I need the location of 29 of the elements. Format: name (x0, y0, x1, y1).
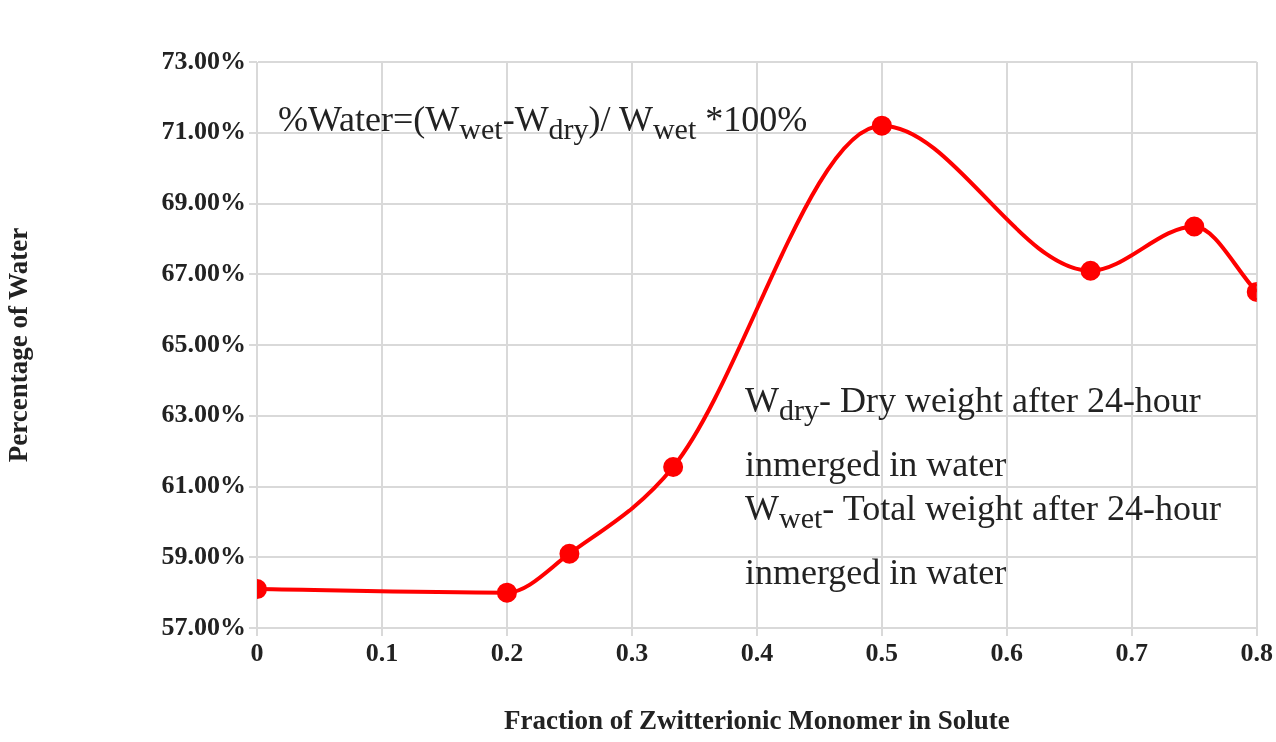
point (663, 457, 684, 478)
point (496, 582, 517, 603)
x-tick-label: 0.2 (490, 638, 524, 668)
y-tick-label: 67.00% (161, 257, 246, 287)
x-tick-label: 0.6 (990, 638, 1024, 668)
y-tick-label: 63.00% (161, 399, 246, 429)
x-axis-title: Fraction of Zwitterionic Monomer in Solute (504, 704, 1010, 735)
y-axis-title: Percentage of Water (3, 227, 34, 463)
point (871, 115, 892, 136)
y-tick-label: 59.00% (161, 540, 246, 570)
annotation: %Water=(W$_{wet}$-W$_{dry}$)/ W$_{wet}$ *100% (278, 98, 809, 148)
y-tick-label: 73.00% (161, 45, 246, 75)
point (1080, 260, 1101, 281)
y-tick-label: 71.00% (161, 116, 246, 146)
point (559, 543, 580, 564)
x-tick-label: 0.7 (1115, 638, 1149, 668)
x-tick-label: 0.4 (740, 638, 774, 668)
y-tick-label: 57.00% (161, 611, 246, 641)
x-tick-label: 0 (250, 638, 264, 668)
x-tick-label: 0.3 (615, 638, 649, 668)
x-tick-label: 0.8 (1240, 638, 1273, 668)
x-tick-label: 0.1 (365, 638, 399, 668)
y-tick-label: 69.00% (161, 187, 246, 217)
annotation: W$_{wet}$- Total weight after 24-hour inmerged in water (745, 488, 1222, 593)
y-tick-label: 65.00% (161, 328, 246, 358)
y-tick-label: 61.00% (161, 470, 246, 500)
x-tick-label: 0.5 (865, 638, 899, 668)
annotation: W$_{dry}$- Dry weight after 24-hour inmerged in water (745, 380, 1201, 485)
point (1184, 216, 1205, 237)
